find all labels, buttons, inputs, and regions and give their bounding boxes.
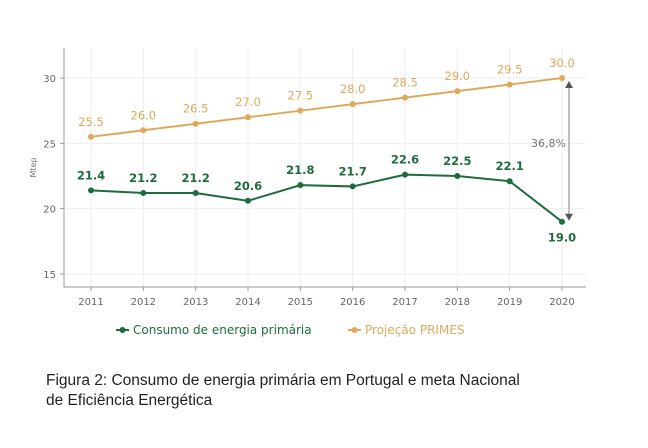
x-tick-label: 2020 (549, 297, 574, 308)
y-tick-label: 25 (43, 139, 56, 150)
figure-caption: Figura 2: Consumo de energia primária em… (46, 371, 626, 411)
x-tick-label: 2014 (235, 297, 260, 308)
x-tick-label: 2013 (183, 297, 208, 308)
x-tick-label: 2011 (78, 297, 103, 308)
data-point (192, 120, 199, 127)
data-label: 21.2 (129, 171, 157, 185)
data-point (245, 114, 251, 121)
data-label: 30.0 (549, 56, 575, 70)
data-point (559, 75, 565, 82)
data-point (245, 197, 251, 204)
data-point (297, 107, 304, 114)
data-point (506, 178, 513, 185)
series-line (90, 77, 563, 138)
data-label: 26.5 (183, 102, 209, 116)
data-point (349, 101, 356, 108)
legend-marker (351, 327, 358, 333)
data-label: 27.0 (235, 95, 261, 109)
data-label: 29.5 (497, 63, 523, 77)
data-label: 22.1 (495, 159, 523, 173)
annotation-arrow-head-down (565, 213, 573, 221)
data-label: 21.2 (181, 171, 209, 185)
data-label: 20.6 (234, 179, 262, 193)
legend-label: Consumo de energia primária (133, 323, 312, 337)
data-label: 21.4 (77, 168, 105, 182)
y-axis-label: Mtep (29, 157, 38, 177)
data-label: 21.7 (338, 164, 366, 178)
data-label: 28.0 (340, 82, 366, 96)
data-point (192, 189, 199, 196)
data-point (559, 218, 565, 225)
y-tick-label: 30 (43, 74, 56, 85)
data-point (140, 189, 147, 196)
data-label: 21.8 (286, 163, 314, 177)
series-line (90, 173, 563, 223)
data-point (402, 94, 408, 101)
data-label: 22.5 (443, 154, 471, 168)
caption-line-1: Figura 2: Consumo de energia primária em… (46, 372, 520, 389)
legend-label: Projeção PRIMES (365, 323, 465, 337)
data-point (88, 133, 94, 140)
data-point (349, 183, 356, 190)
x-tick-label: 2016 (340, 297, 365, 308)
data-label: 19.0 (548, 231, 576, 245)
x-tick-label: 2019 (497, 297, 522, 308)
data-point (454, 172, 461, 179)
y-tick-label: 15 (43, 270, 56, 281)
data-label: 28.5 (392, 76, 418, 90)
data-point (402, 171, 408, 178)
caption-line-2: de Eficiência Energética (46, 392, 213, 409)
data-label: 27.5 (288, 89, 314, 103)
data-label: 22.6 (391, 153, 419, 167)
data-label: 25.5 (78, 115, 104, 129)
x-tick-label: 2012 (131, 297, 156, 308)
annotation-label: 36,8% (531, 137, 566, 150)
legend-marker (119, 327, 126, 333)
x-tick-label: 2018 (445, 297, 470, 308)
data-point (506, 81, 513, 88)
data-point (88, 187, 94, 194)
x-tick-label: 2015 (288, 297, 313, 308)
data-point (297, 182, 304, 189)
data-point (454, 88, 461, 95)
x-tick-label: 2017 (392, 297, 417, 308)
y-tick-label: 20 (43, 205, 56, 216)
data-point (140, 127, 147, 134)
data-label: 26.0 (131, 108, 157, 122)
data-label: 29.0 (445, 69, 471, 83)
annotation-arrow-head-up (565, 81, 573, 89)
